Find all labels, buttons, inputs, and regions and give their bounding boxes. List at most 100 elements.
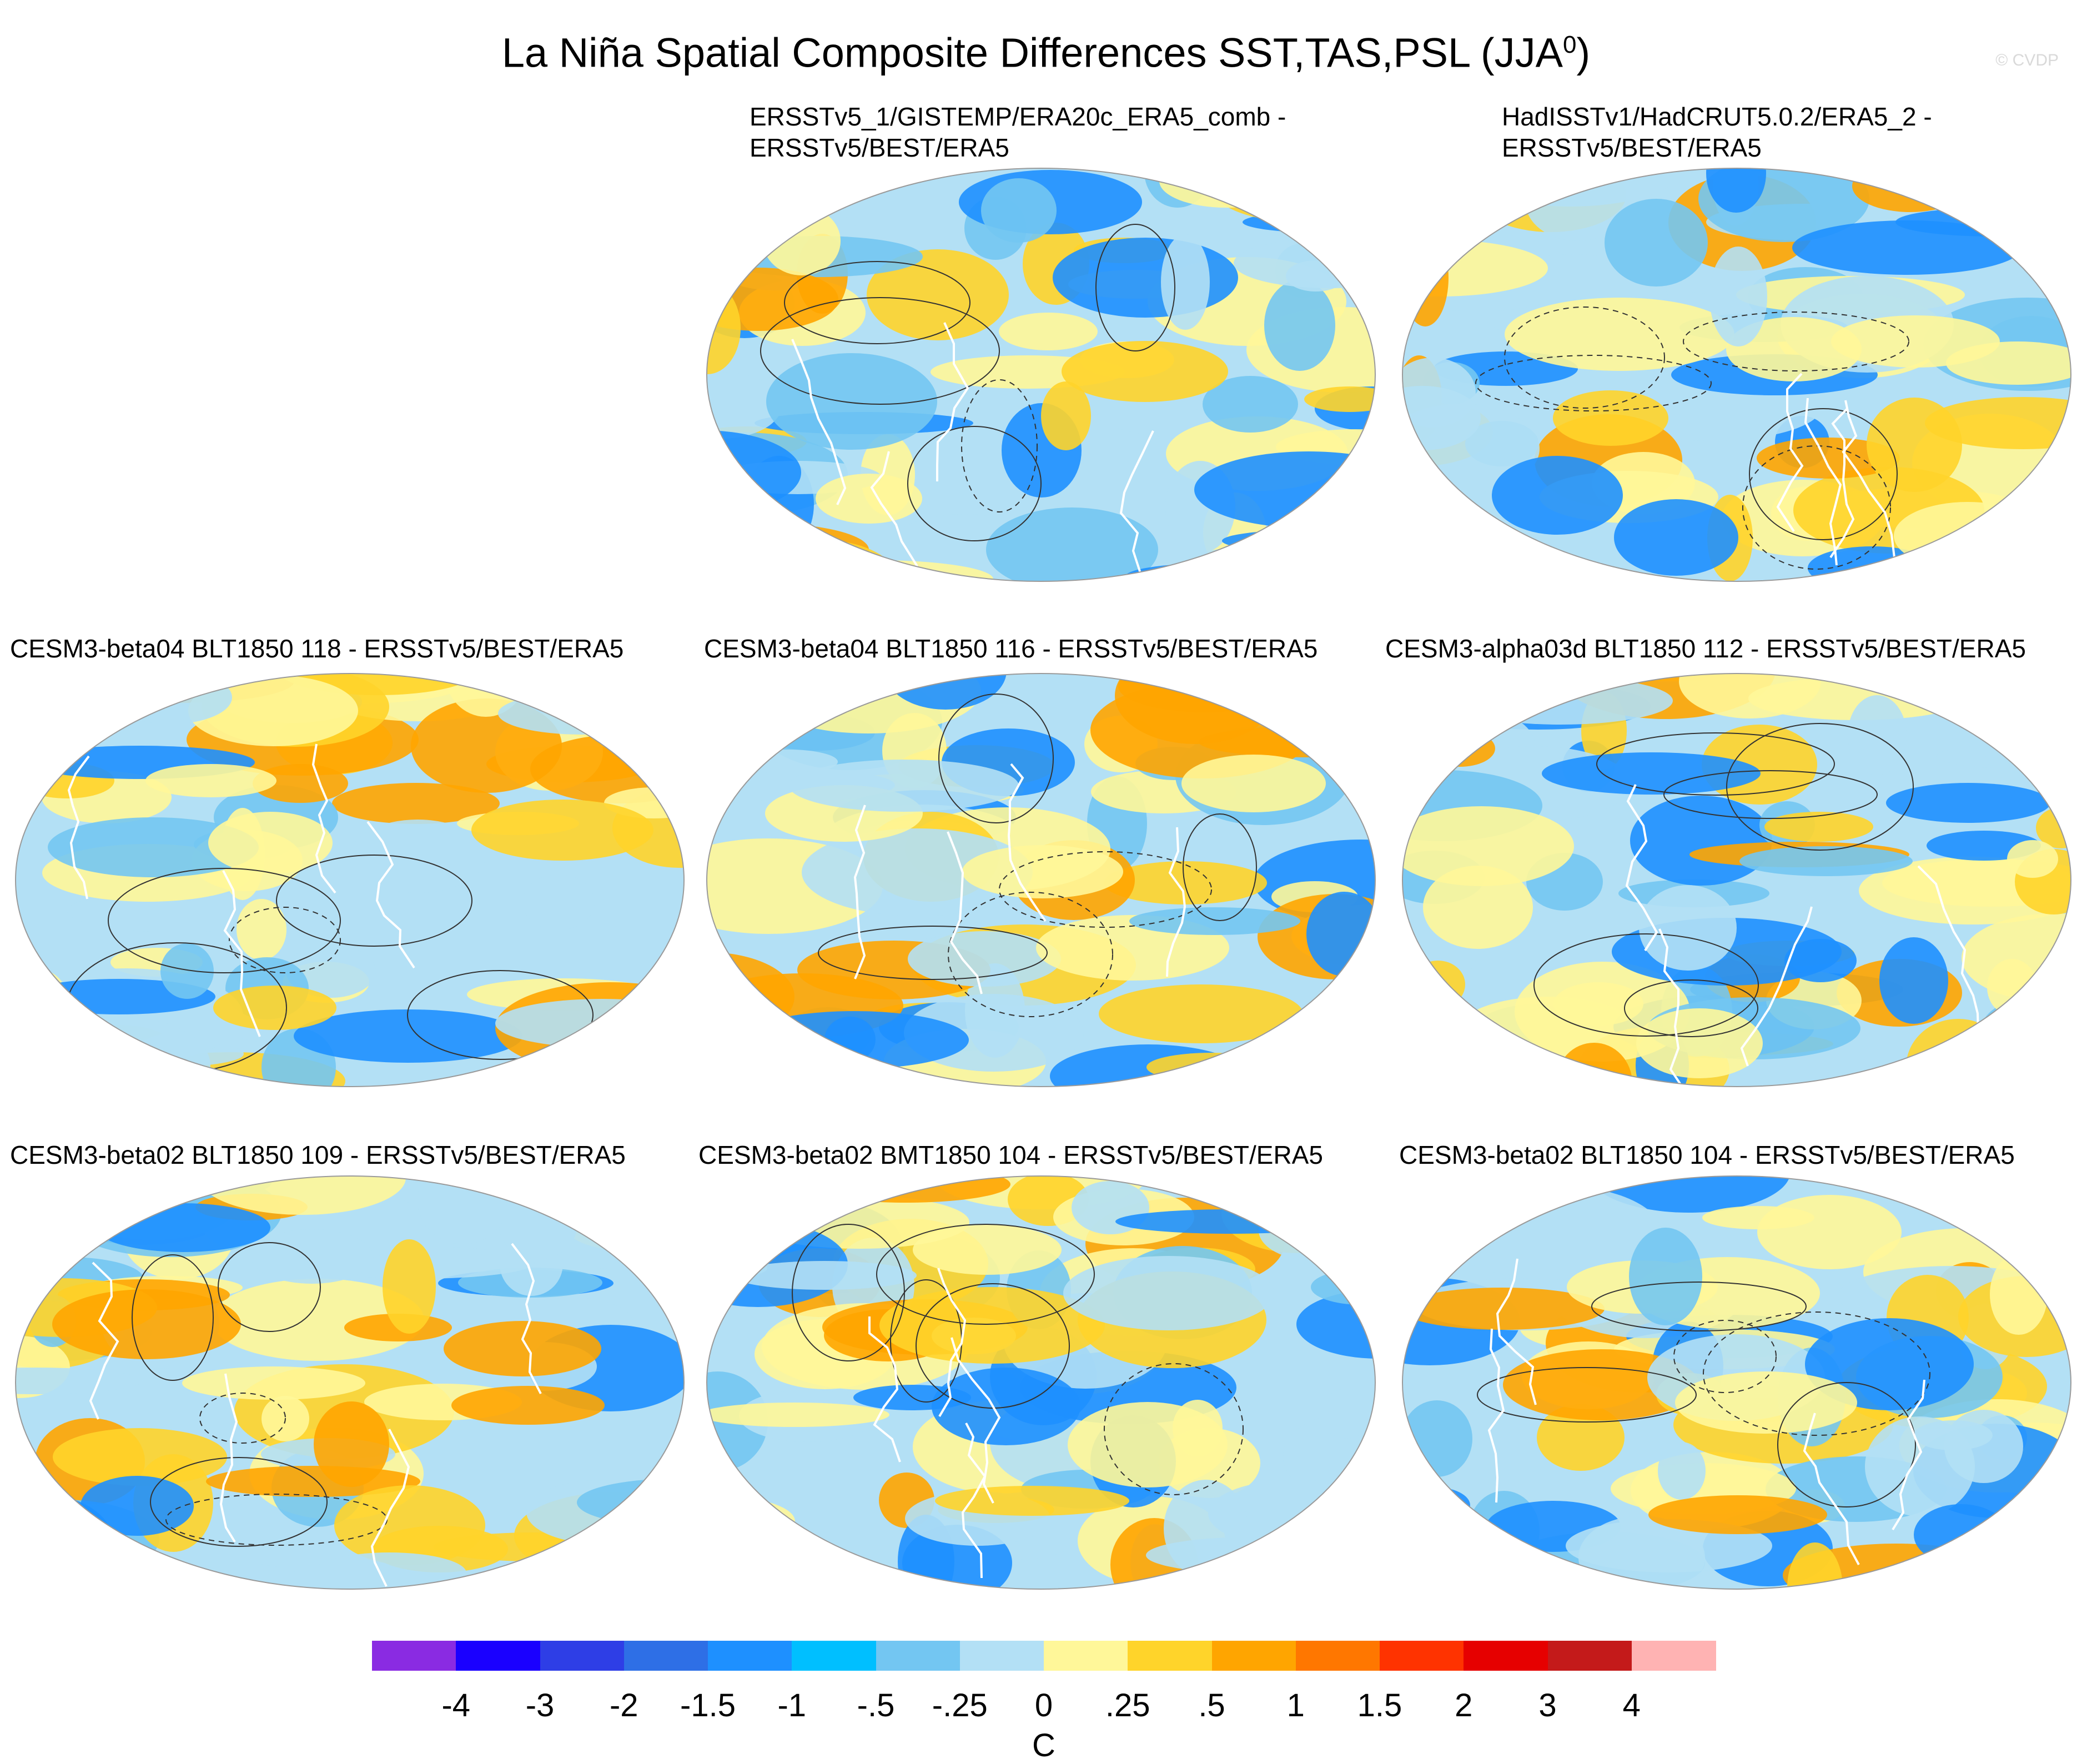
psl-contour	[818, 926, 1048, 980]
anomaly-patch	[1605, 199, 1708, 287]
anomaly-patch	[16, 1017, 76, 1054]
map-border	[1402, 168, 2071, 582]
anomaly-patch	[294, 1009, 522, 1063]
anomaly-patch	[610, 674, 684, 691]
map-panel-6	[15, 1175, 685, 1590]
colorbar-swatch	[1211, 1641, 1296, 1671]
anomaly-patch	[1268, 702, 1375, 730]
anomaly-patch	[935, 1486, 1129, 1516]
coastline	[961, 1423, 987, 1579]
anomaly-patch	[1129, 907, 1300, 935]
anomaly-patch	[1402, 1288, 1605, 1330]
colorbar-tick-label: 1.5	[1357, 1687, 1402, 1723]
anomaly-patch	[332, 783, 500, 824]
anomaly-patch	[884, 674, 1007, 710]
colorbar-tick-label: .5	[1198, 1687, 1225, 1723]
map-panel-7	[706, 1175, 1376, 1590]
anomaly-patch	[237, 899, 286, 960]
anomaly-patch	[1402, 1487, 1470, 1524]
anomaly-patch	[1314, 710, 1375, 745]
coastline	[89, 1262, 119, 1420]
anomaly-patch	[160, 943, 214, 999]
anomaly-patch	[1402, 1400, 1472, 1477]
coastline	[222, 870, 261, 1037]
anomaly-patch	[908, 931, 1061, 987]
anomaly-patch	[471, 800, 653, 861]
colorbar-swatch	[540, 1641, 625, 1671]
panel-7-title: CESM3-beta02 BMT1850 104 - ERSSTv5/BEST/…	[698, 1140, 1323, 1169]
anomaly-patch	[1411, 961, 1465, 1008]
anomaly-patch	[1702, 1206, 1814, 1229]
anomaly-patch	[1402, 1215, 1443, 1289]
anomaly-patch	[1706, 168, 1766, 213]
anomaly-patch	[18, 705, 69, 751]
anomaly-patch	[213, 986, 336, 1030]
psl-contour	[1183, 813, 1257, 921]
anomaly-patch	[556, 1181, 654, 1269]
colorbar-tick-label: 0	[1034, 1687, 1053, 1723]
coastline	[1625, 784, 1658, 952]
colorbar-swatch	[708, 1641, 793, 1671]
anomaly-patch	[1630, 796, 1772, 886]
anomaly-patch	[780, 674, 877, 697]
anomaly-patch	[707, 372, 782, 439]
anomaly-patch	[962, 845, 1123, 898]
psl-contour	[938, 693, 1054, 823]
anomaly-patch	[1629, 1228, 1702, 1325]
psl-contour	[876, 1224, 1095, 1325]
panel-6-title: CESM3-beta02 BLT1850 109 - ERSSTv5/BEST/…	[10, 1140, 626, 1169]
anomaly-patch	[571, 1549, 655, 1589]
panel-3-title: CESM3-beta04 BLT1850 118 - ERSSTv5/BEST/…	[10, 634, 624, 663]
coastline	[1803, 1413, 1860, 1565]
anomaly-patch	[182, 1366, 365, 1400]
colorbar-swatch	[1044, 1641, 1129, 1671]
anomaly-patch	[498, 692, 667, 735]
map-panel-5	[1402, 673, 2071, 1087]
map-panel-2	[1402, 168, 2071, 582]
psl-contour	[108, 868, 341, 973]
anomaly-patch	[707, 690, 840, 725]
colorbar-swatch	[876, 1641, 960, 1671]
anomaly-patch	[314, 1401, 389, 1487]
anomaly-patch	[1327, 734, 1375, 771]
anomaly-patch	[1914, 1504, 2008, 1565]
coastline	[936, 322, 969, 481]
coastline	[219, 1373, 238, 1543]
anomaly-patch	[707, 1403, 889, 1427]
coastline	[311, 743, 336, 894]
anomaly-patch	[587, 674, 684, 722]
anomaly-patch	[16, 1368, 143, 1394]
anomaly-patch	[1792, 220, 2022, 275]
psl-contour	[792, 1224, 905, 1361]
anomaly-patch	[444, 1321, 601, 1376]
anomaly-patch	[1658, 1442, 1706, 1500]
psl-contour	[1477, 1367, 1697, 1423]
map-border	[1402, 1175, 2071, 1590]
colorbar-swatch	[792, 1641, 877, 1671]
anomaly-patch	[16, 1544, 113, 1589]
colorbar-tick-label: -1	[777, 1687, 807, 1723]
anomaly-patch	[1259, 1200, 1373, 1261]
map-panel-8	[1402, 1175, 2071, 1590]
anomaly-patch	[2007, 840, 2058, 878]
anomaly-patch	[1726, 317, 1862, 381]
coastline	[853, 805, 866, 979]
anomaly-patch	[49, 1182, 132, 1220]
anomaly-patch	[1402, 386, 1481, 450]
figure-title: La Niña Spatial Composite Differences SS…	[501, 29, 1591, 76]
anomaly-patch	[1987, 959, 2037, 1016]
anomaly-patch	[1492, 456, 1623, 535]
colorbar-swatch	[456, 1641, 541, 1671]
psl-contour	[907, 426, 1042, 541]
anomaly-patch	[1831, 315, 2000, 368]
anomaly-patch	[1636, 1008, 1763, 1078]
anomaly-patch	[1542, 752, 1761, 795]
panel-2-title: HadISSTv1/HadCRUT5.0.2/ERA5_2 - ERSSTv5/B…	[1502, 102, 1932, 162]
anomaly-patch	[16, 1247, 53, 1290]
anomaly-patch	[554, 1051, 684, 1087]
anomaly-patch	[1402, 1537, 1491, 1565]
anomaly-patch	[566, 674, 639, 697]
anomaly-patch	[16, 1547, 147, 1589]
map-panel-1	[706, 168, 1376, 582]
panel-5-title: CESM3-alpha03d BLT1850 112 - ERSSTv5/BES…	[1385, 634, 2026, 663]
